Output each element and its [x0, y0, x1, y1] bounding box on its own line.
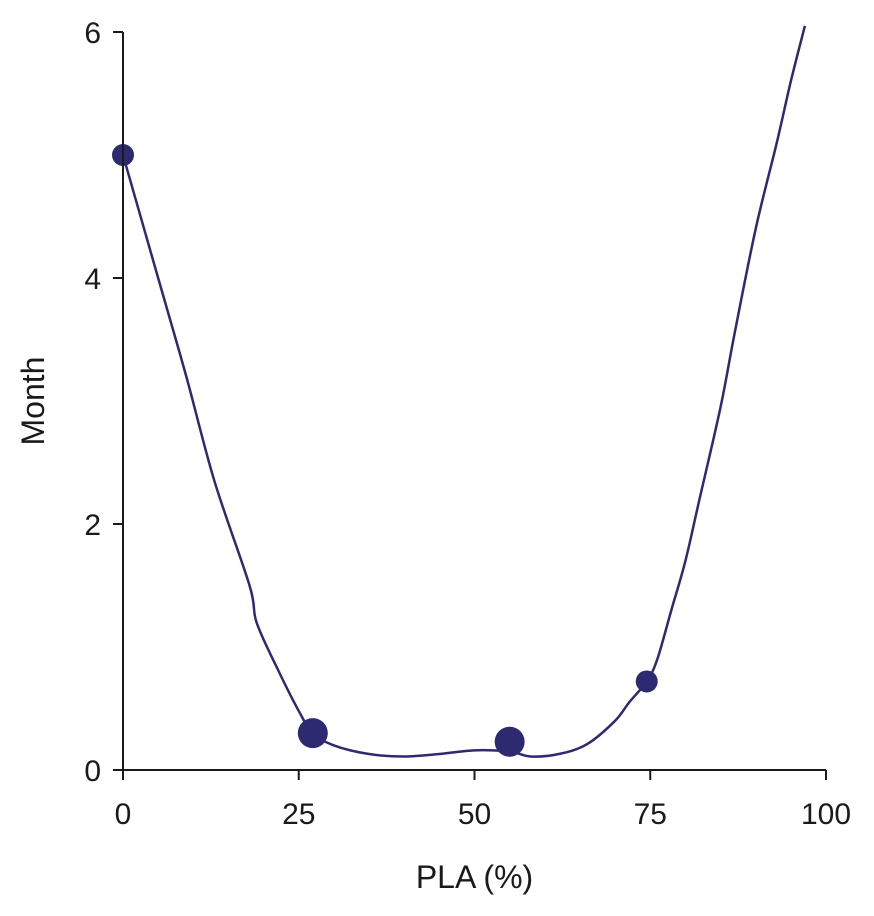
data-point-2 [494, 726, 525, 757]
x-tick-label-100: 100 [801, 798, 851, 831]
y-axis-title: Month [15, 357, 51, 446]
x-tick-label-50: 50 [458, 798, 491, 831]
y-tick-label-6: 6 [84, 17, 101, 50]
x-tick-label-0: 0 [115, 798, 132, 831]
x-tick-label-25: 25 [282, 798, 315, 831]
ticks: 0 25 50 75 100 0 2 4 6 [84, 17, 851, 831]
y-tick-label-0: 0 [84, 755, 101, 788]
x-axis-title: PLA (%) [416, 859, 533, 895]
data-point-3 [635, 670, 658, 693]
x-tick-label-75: 75 [634, 798, 667, 831]
y-tick-label-4: 4 [84, 263, 101, 296]
data-point-1 [297, 718, 328, 749]
data-points-layer [112, 144, 658, 757]
fit-curve [121, 25, 807, 758]
fit-curve-layer [121, 25, 807, 758]
y-tick-label-2: 2 [84, 509, 101, 542]
